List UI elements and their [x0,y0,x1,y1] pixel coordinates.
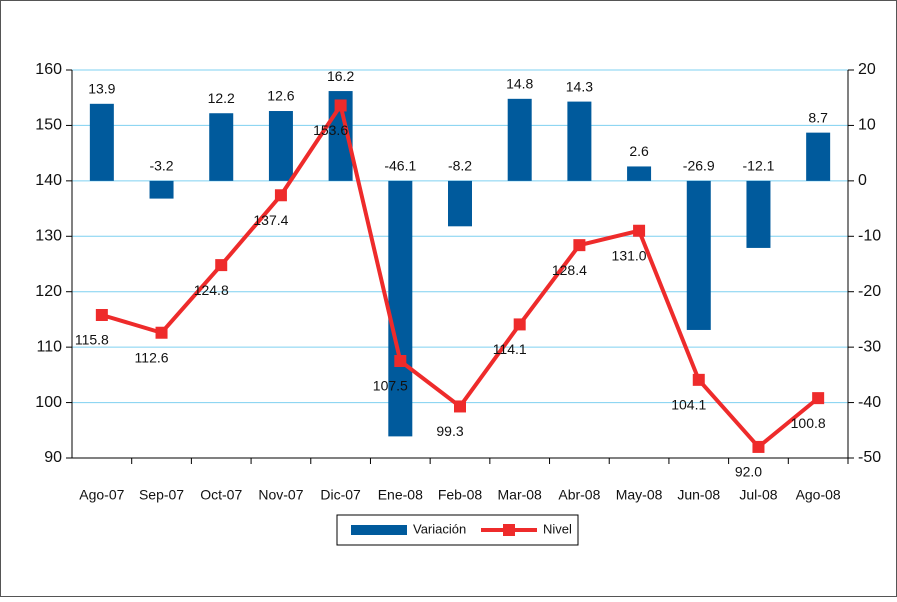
line-label: 137.4 [253,212,288,228]
legend-label: Nivel [543,521,572,536]
bar [209,113,234,181]
bar-label: -26.9 [683,158,715,174]
y2-tick-label: -20 [858,283,881,300]
y-tick-label: 150 [35,117,62,134]
line-label: 99.3 [436,423,463,439]
line-marker [752,440,765,453]
line-marker [334,99,347,112]
bar-label: 16.2 [327,68,354,84]
bar [806,132,831,181]
line-label: 153.6 [313,122,348,138]
line-marker [633,224,646,237]
line-marker [155,326,168,339]
x-tick-label: Nov-07 [258,487,303,503]
line-marker [95,308,108,321]
bar [686,180,711,330]
line-marker [274,189,287,202]
line-label: 92.0 [735,464,762,480]
legend-swatch [351,525,407,535]
bar-label: 13.9 [88,81,115,97]
y-tick-label: 130 [35,228,62,245]
line-marker [692,373,705,386]
line-label: 114.1 [493,341,527,357]
y-tick-label: 110 [36,338,62,355]
x-tick-label: Abr-08 [558,487,600,503]
bar-label: 14.8 [506,76,533,92]
line-marker [513,318,526,331]
bar [507,98,532,181]
y2-tick-label: -40 [858,394,881,411]
bar [149,180,174,199]
y-tick-label: 100 [35,394,62,411]
y-tick-label: 90 [44,449,62,466]
line-marker [573,239,586,252]
line-label: 128.4 [552,262,587,278]
bar-label: 12.6 [267,88,294,104]
x-tick-label: Ene-08 [378,487,423,503]
bar [567,101,592,181]
bar [268,111,293,181]
x-tick-label: Jul-08 [739,487,777,503]
bar-label: 14.3 [566,78,593,94]
legend-swatch [503,524,515,536]
y2-tick-label: 20 [858,61,876,78]
bar [448,180,472,227]
y2-tick-label: 0 [858,172,867,189]
bar-label: 12.2 [208,90,235,106]
x-tick-label: May-08 [616,487,663,503]
y-tick-label: 120 [35,283,62,300]
bar [89,103,114,181]
bar [627,166,652,181]
line-marker [394,355,407,367]
line-marker [215,259,228,272]
bar-label: -3.2 [149,158,173,174]
bar-label: 8.7 [808,109,828,125]
x-tick-label: Feb-08 [438,487,483,503]
y-tick-label: 160 [35,61,62,78]
bar-label: -12.1 [743,158,775,174]
line-marker [812,392,825,405]
line-label: 131.0 [612,247,647,263]
y2-tick-label: -30 [858,338,881,355]
line-label: 124.8 [194,282,229,298]
x-tick-label: Sep-07 [139,487,184,503]
y-tick-label: 140 [35,172,62,189]
x-tick-label: Oct-07 [200,487,242,503]
x-tick-label: Jun-08 [677,487,720,503]
x-tick-label: Ago-07 [79,487,124,503]
line-marker [454,400,466,413]
bar [388,180,413,437]
y2-tick-label: -10 [858,228,881,245]
line-label: 115.8 [75,332,109,348]
bar-label: -46.1 [384,158,416,174]
line-label: 107.5 [373,378,408,394]
legend-label: Variación [413,521,466,536]
x-tick-label: Mar-08 [498,487,543,503]
x-tick-label: Dic-07 [320,487,361,503]
y2-tick-label: 10 [858,117,876,134]
y2-tick-label: -50 [858,449,881,466]
bar-label: -8.2 [448,158,472,174]
bar [746,180,771,248]
line-label: 100.8 [791,415,826,431]
line-label: 112.6 [135,349,169,365]
line-label: 104.1 [671,397,706,413]
bar-label: 2.6 [629,143,649,159]
x-tick-label: Ago-08 [796,487,841,503]
